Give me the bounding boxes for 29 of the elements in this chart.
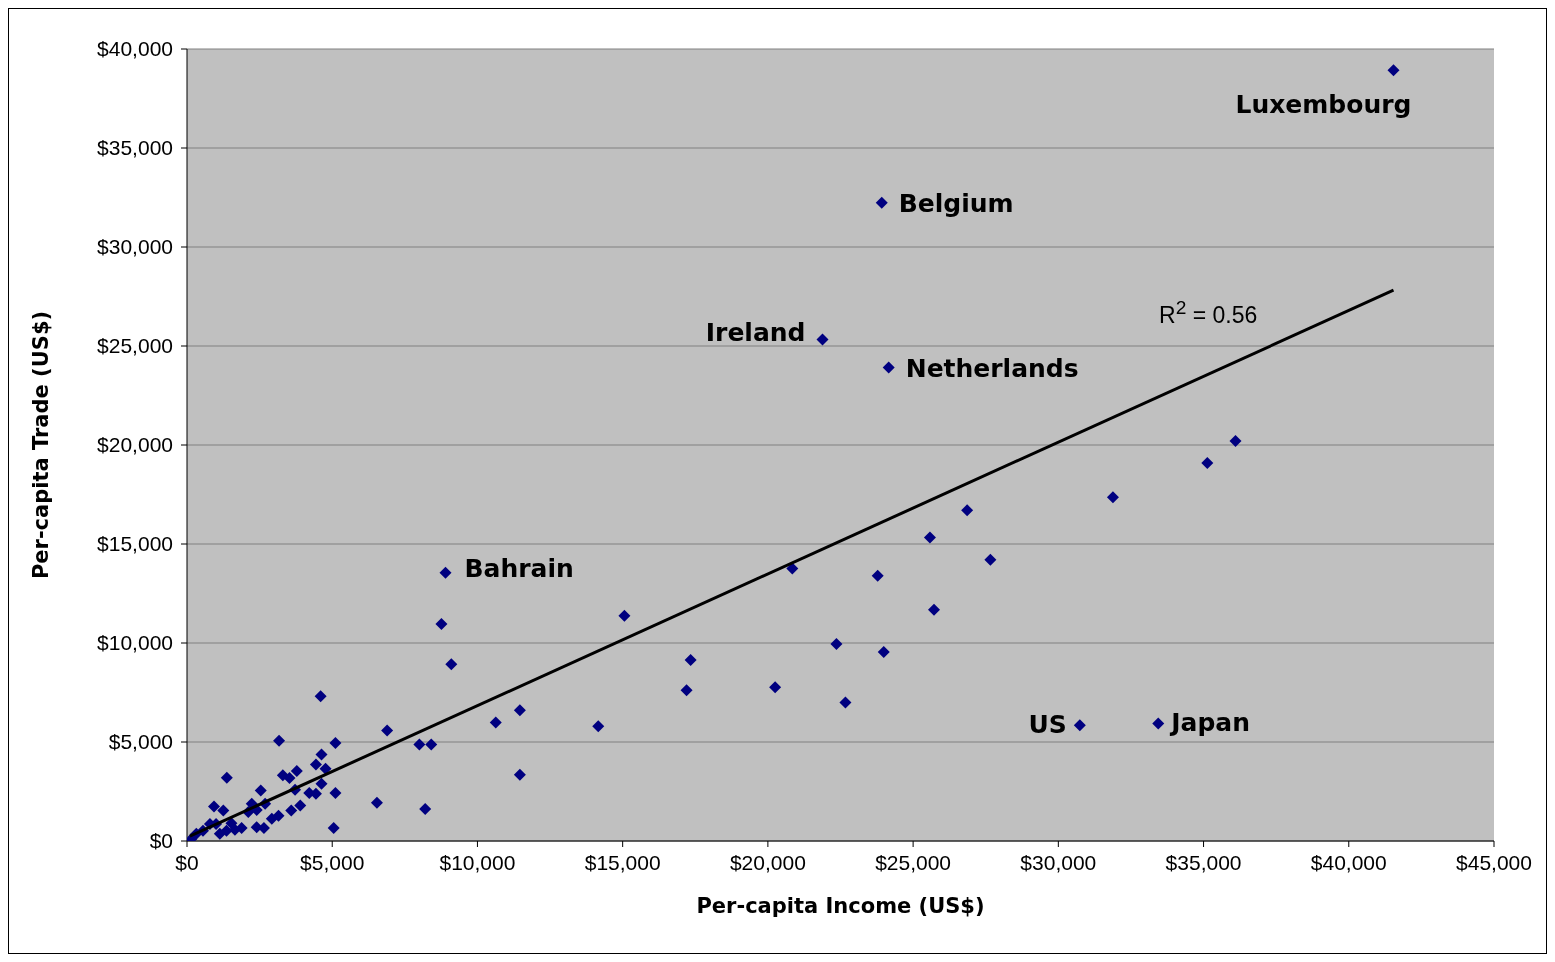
y-tick-label: $25,000 <box>97 334 173 358</box>
y-axis-title: Per-capita Trade (US$) <box>29 310 54 580</box>
x-tick-label: $35,000 <box>1165 850 1242 874</box>
annotation: US <box>1028 710 1067 740</box>
x-tick-label: $15,000 <box>584 850 661 874</box>
y-tick-label: $40,000 <box>97 37 173 61</box>
y-tick-label: $5,000 <box>108 730 173 754</box>
annotation: Japan <box>1169 708 1250 738</box>
x-axis-title: Per-capita Income (US$) <box>696 894 985 918</box>
y-tick-label: $15,000 <box>97 532 173 556</box>
annotation: Luxembourg <box>1235 90 1412 120</box>
x-tick-label: $20,000 <box>729 850 806 874</box>
x-tick-label: $10,000 <box>439 850 516 874</box>
y-tick-label: $35,000 <box>97 136 173 160</box>
annotation: Bahrain <box>464 553 574 583</box>
x-tick-label: $5,000 <box>300 850 365 874</box>
x-tick-label: $0 <box>175 850 199 874</box>
x-tick-label: $40,000 <box>1310 850 1387 874</box>
y-tick-label: $0 <box>149 829 173 853</box>
x-tick-label: $45,000 <box>1456 850 1532 874</box>
annotation: Ireland <box>705 318 806 348</box>
y-tick-label: $20,000 <box>97 433 173 457</box>
annotation: R$^{2}$ = 0.56 <box>1159 297 1258 329</box>
x-tick-label: $25,000 <box>875 850 952 874</box>
y-tick-label: $10,000 <box>97 631 173 655</box>
x-tick-label: $30,000 <box>1020 850 1097 874</box>
y-tick-label: $30,000 <box>97 235 173 259</box>
annotation: Belgium <box>898 188 1014 218</box>
annotation: Netherlands <box>905 353 1079 383</box>
